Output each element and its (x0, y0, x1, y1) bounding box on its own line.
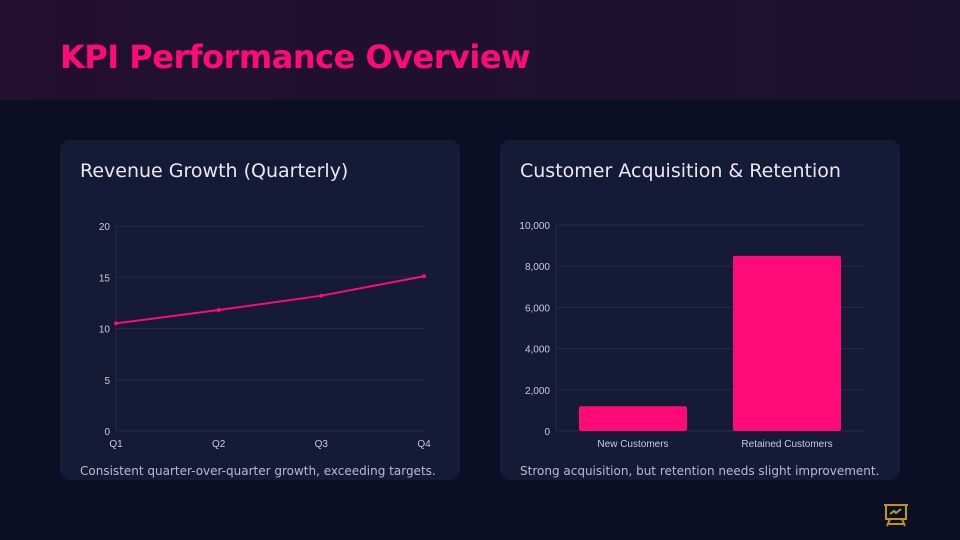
y-tick-label: 0 (544, 427, 550, 438)
y-tick-label: 20 (99, 222, 111, 233)
revenue-series-line (115, 275, 425, 325)
y-tick-label: 6,000 (525, 303, 550, 314)
x-tick-label: Q4 (417, 439, 431, 450)
x-tick-label: Q3 (315, 439, 329, 450)
revenue-caption: Consistent quarter-over-quarter growth, … (80, 464, 436, 478)
data-point (319, 293, 324, 298)
bar (733, 255, 841, 431)
y-tick-label: 2,000 (525, 386, 550, 397)
customer-card-title: Customer Acquisition & Retention (520, 160, 841, 182)
y-tick-label: 15 (99, 273, 111, 284)
y-tick-label: 4,000 (525, 345, 550, 356)
bar (579, 406, 687, 431)
customer-caption: Strong acquisition, but retention needs … (520, 464, 880, 478)
x-tick-label: Q1 (109, 439, 123, 450)
y-tick-label: 8,000 (525, 262, 550, 273)
data-point (422, 274, 426, 279)
data-point (114, 321, 118, 326)
x-tick-label: New Customers (597, 439, 668, 450)
revenue-card: Revenue Growth (Quarterly) 0 5 10 15 20 Q1 Q2 Q… (60, 140, 460, 480)
data-point (216, 308, 221, 313)
y-tick-label: 5 (104, 376, 110, 387)
customer-bar-chart: 0 2,000 4,000 6,000 8,000 10,000 New Customers… (519, 221, 864, 450)
page-title: KPI Performance Overview (60, 38, 531, 76)
revenue-card-title: Revenue Growth (Quarterly) (80, 160, 349, 182)
y-tick-label: 10,000 (519, 221, 550, 232)
y-tick-label: 0 (104, 427, 110, 438)
revenue-line-chart: 0 5 10 15 20 Q1 Q2 Q3 Q4 (99, 222, 431, 450)
x-tick-label: Retained Customers (741, 439, 832, 450)
x-tick-label: Q2 (212, 439, 226, 450)
customer-card: Customer Acquisition & Retention 0 2,000 4… (500, 140, 900, 480)
header-band (0, 0, 960, 100)
y-tick-label: 10 (99, 325, 111, 336)
